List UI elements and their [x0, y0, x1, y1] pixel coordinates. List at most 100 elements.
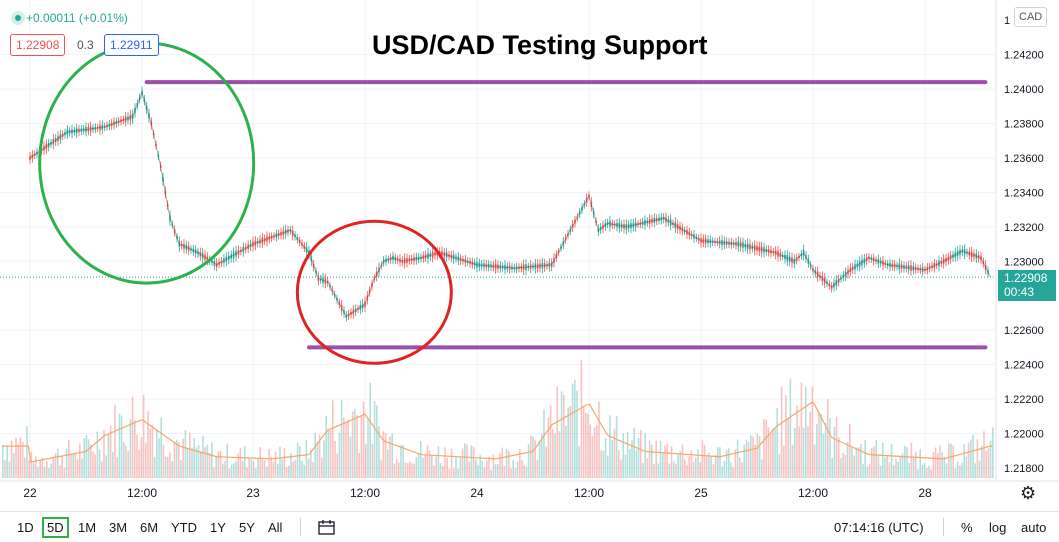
volume-bar [473, 447, 475, 478]
range-1y-button[interactable]: 1Y [210, 520, 226, 535]
volume-bar [781, 387, 783, 478]
volume-bar [235, 461, 237, 478]
range-ytd-button[interactable]: YTD [171, 520, 197, 535]
volume-bar [897, 462, 899, 478]
range-5y-button[interactable]: 5Y [239, 520, 255, 535]
volume-bar [523, 465, 525, 478]
volume-bar [451, 449, 453, 478]
volume-bar [992, 427, 994, 478]
x-tick-label: 12:00 [798, 486, 828, 500]
volume-bar [108, 434, 110, 478]
volume-bar [842, 453, 844, 478]
volume-bar [807, 426, 809, 478]
range-1d-button[interactable]: 1D [17, 520, 34, 535]
volume-bar [653, 464, 655, 478]
x-tick-label: 12:00 [350, 486, 380, 500]
volume-bars [2, 360, 994, 478]
range-5d-button[interactable]: 5D [42, 517, 69, 538]
range-6m-button[interactable]: 6M [140, 520, 158, 535]
percent-scale-toggle[interactable]: % [961, 520, 973, 535]
volume-bar [495, 464, 497, 478]
gear-icon[interactable]: ⚙ [1020, 483, 1036, 504]
volume-bar [442, 466, 444, 478]
volume-bar [625, 455, 627, 478]
x-tick-label: 24 [470, 486, 484, 500]
volume-bar [594, 427, 596, 478]
volume-bar [622, 433, 624, 478]
volume-bar [385, 433, 387, 478]
volume-bar [968, 443, 970, 478]
volume-bar [499, 454, 501, 478]
volume-bar [391, 434, 393, 478]
volume-bar [17, 444, 19, 478]
volume-bar [9, 462, 11, 478]
x-tick-label: 25 [694, 486, 708, 500]
volume-bar [979, 461, 981, 478]
x-tick-label: 28 [918, 486, 932, 500]
range-3m-button[interactable]: 3M [109, 520, 127, 535]
volume-bar [486, 460, 488, 478]
volume-bar [675, 464, 677, 478]
volume-bar [583, 406, 585, 478]
auto-scale-toggle[interactable]: auto [1021, 520, 1046, 535]
volume-bar [867, 467, 869, 478]
volume-bar [545, 447, 547, 478]
volume-bar [726, 450, 728, 478]
x-tick-label: 12:00 [574, 486, 604, 500]
sell-price-button[interactable]: 1.22908 [10, 34, 65, 56]
log-scale-toggle[interactable]: log [989, 520, 1006, 535]
volume-bar [763, 419, 765, 478]
y-tick-label: 1.23000 [1004, 256, 1044, 268]
volume-bar [44, 467, 46, 478]
volume-bar [57, 449, 59, 478]
volume-bar [640, 430, 642, 478]
volume-bar [618, 450, 620, 478]
volume-bar [350, 436, 352, 478]
volume-bar [127, 451, 129, 478]
volume-bar [552, 429, 554, 478]
volume-bar [856, 448, 858, 478]
volume-bar [649, 440, 651, 478]
range-1m-button[interactable]: 1M [78, 520, 96, 535]
bar-countdown: 00:43 [1004, 285, 1056, 299]
volume-bar [578, 446, 580, 478]
currency-label[interactable]: CAD [1014, 7, 1047, 27]
volume-bar [882, 443, 884, 478]
volume-bar [288, 466, 290, 478]
volume-bar [530, 435, 532, 478]
volume-bar [699, 462, 701, 478]
volume-bar [585, 413, 587, 478]
volume-bar [24, 458, 26, 478]
volume-bar [26, 426, 28, 478]
volume-bar [911, 442, 913, 478]
volume-bar [15, 438, 17, 478]
volume-bar [116, 457, 118, 478]
volume-bar [941, 452, 943, 478]
date-range-icon[interactable] [318, 519, 336, 535]
volume-bar [31, 452, 33, 478]
volume-bar [264, 460, 266, 478]
volume-bar [772, 429, 774, 478]
volume-bar [974, 463, 976, 478]
buy-price-button[interactable]: 1.22911 [104, 34, 159, 56]
volume-bar [323, 440, 325, 478]
chart-title: USD/CAD Testing Support [372, 30, 707, 61]
volume-bar [746, 440, 748, 478]
volume-bar [510, 468, 512, 478]
volume-bar [213, 467, 215, 478]
volume-bar [818, 413, 820, 478]
volume-bar [924, 463, 926, 478]
volume-bar [790, 379, 792, 478]
volume-bar [607, 456, 609, 478]
utc-clock[interactable]: 07:14:16 (UTC) [834, 520, 924, 535]
volume-bar [48, 468, 50, 478]
volume-bar [130, 419, 132, 478]
volume-bar [303, 465, 305, 478]
range-all-button[interactable]: All [268, 520, 282, 535]
volume-bar [339, 433, 341, 478]
volume-bar [600, 450, 602, 478]
volume-bar [226, 443, 228, 478]
volume-bar [922, 465, 924, 478]
